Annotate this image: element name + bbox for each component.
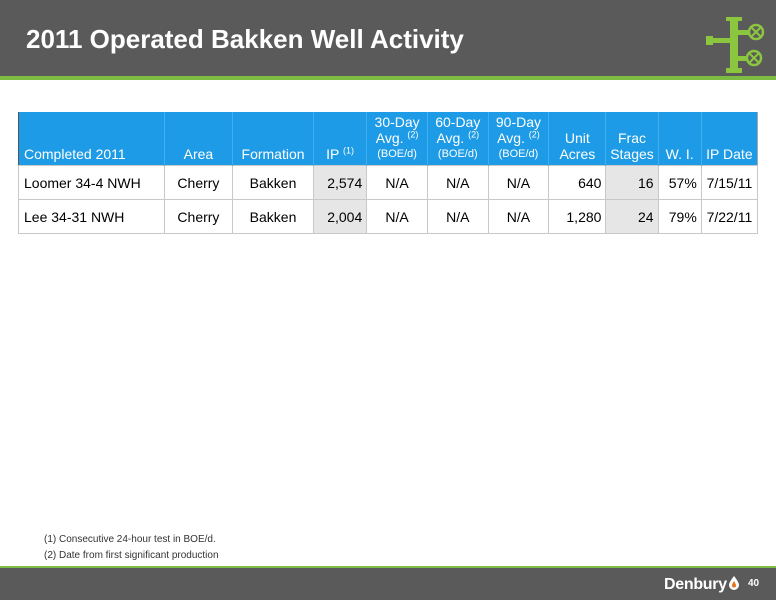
column-header-completed: Completed 2011: [18, 112, 165, 166]
column-header-unit: (BOE/d): [377, 148, 417, 160]
column-header-ip-date: IP Date: [700, 112, 758, 166]
table-cell-completed: Loomer 34-4 NWH: [18, 165, 165, 200]
table-header-row: Completed 2011 Area Formation IP (1) 30-Day …: [18, 112, 758, 166]
table-row: Lee 34-31 NWH Cherry Bakken 2,004 N/A N/A N/A 1…: [18, 199, 759, 234]
column-header-unit-acres: Unit Acres: [548, 112, 606, 166]
column-header-avg30: 30-Day Avg. (2) (BOE/d): [366, 112, 428, 166]
header-bar: [0, 0, 776, 76]
column-header-label: Formation: [241, 146, 305, 162]
table-cell-frac-stages: 24: [605, 199, 659, 234]
column-header-label: W. I.: [665, 146, 694, 162]
column-header-label: Completed 2011: [24, 146, 126, 162]
column-header-frac-stages: Frac Stages: [605, 112, 659, 166]
column-header-avg90: 90-Day Avg. (2) (BOE/d): [487, 112, 549, 166]
table-cell-avg60: N/A: [426, 199, 489, 234]
table-cell-wi: 79%: [657, 199, 702, 234]
table-cell-completed: Lee 34-31 NWH: [18, 199, 165, 234]
column-header-unit: (BOE/d): [437, 148, 478, 160]
table-cell-avg90: N/A: [487, 165, 550, 200]
footnote-2: (2) Date from first significant producti…: [44, 550, 219, 561]
column-header-label: 90-Day Avg.: [495, 114, 542, 146]
table-cell-wi: 57%: [657, 165, 702, 200]
footer-accent-stripe: [0, 566, 776, 569]
table-cell-ip: 2,004: [312, 199, 368, 234]
table-cell-area: Cherry: [163, 199, 234, 234]
column-header-label: IP: [326, 146, 340, 162]
column-header-footnote-ref: (1): [343, 145, 354, 156]
table-cell-formation: Bakken: [232, 199, 314, 234]
table-cell-frac-stages: 16: [605, 165, 659, 200]
table-cell-avg30: N/A: [366, 199, 428, 234]
table-cell-unit-acres: 1,280: [548, 199, 607, 234]
footnote-1: (1) Consecutive 24-hour test in BOE/d.: [44, 534, 216, 545]
footer-bar: [0, 568, 776, 600]
table-row: Loomer 34-4 NWH Cherry Bakken 2,574 N/A N/A N/…: [18, 165, 759, 200]
column-header-label: IP Date: [706, 146, 753, 162]
column-header-footnote-ref: (2): [468, 129, 480, 140]
column-header-label: Area: [183, 146, 214, 162]
column-header-ip: IP (1): [312, 112, 367, 166]
column-header-label: Frac Stages: [610, 130, 654, 162]
table-cell-formation: Bakken: [232, 165, 314, 200]
column-header-wi: W. I.: [657, 112, 702, 166]
footnotes: (1) Consecutive 24-hour test in BOE/d. (…: [44, 532, 219, 564]
page-number: 40: [748, 578, 760, 589]
column-header-formation: Formation: [232, 112, 314, 166]
page-title: 2011 Operated Bakken Well Activity: [26, 24, 464, 54]
well-activity-table: Completed 2011 Area Formation IP (1) 30-Day …: [18, 112, 759, 234]
table-cell-unit-acres: 640: [548, 165, 607, 200]
header-accent-stripe: [0, 76, 776, 80]
table-cell-area: Cherry: [163, 165, 234, 200]
column-header-label: 30-Day Avg.: [374, 114, 420, 146]
table-cell-ip: 2,574: [312, 165, 368, 200]
column-header-footnote-ref: (2): [407, 129, 419, 140]
wellhead-icon: [706, 17, 765, 73]
table-cell-ip-date: 7/22/11: [700, 199, 759, 234]
column-header-label: 60-Day Avg.: [435, 114, 481, 146]
column-header-area: Area: [163, 112, 233, 166]
column-header-label: Unit Acres: [559, 130, 596, 162]
table-cell-avg90: N/A: [487, 199, 550, 234]
column-header-footnote-ref: (2): [528, 129, 540, 140]
column-header-avg60: 60-Day Avg. (2) (BOE/d): [426, 112, 489, 166]
table-cell-avg30: N/A: [366, 165, 428, 200]
table-cell-avg60: N/A: [426, 165, 489, 200]
column-header-unit: (BOE/d): [498, 148, 539, 160]
drop-icon: [729, 576, 739, 590]
brand-logo-text: Denbury: [664, 576, 727, 593]
table-cell-ip-date: 7/15/11: [700, 165, 759, 200]
